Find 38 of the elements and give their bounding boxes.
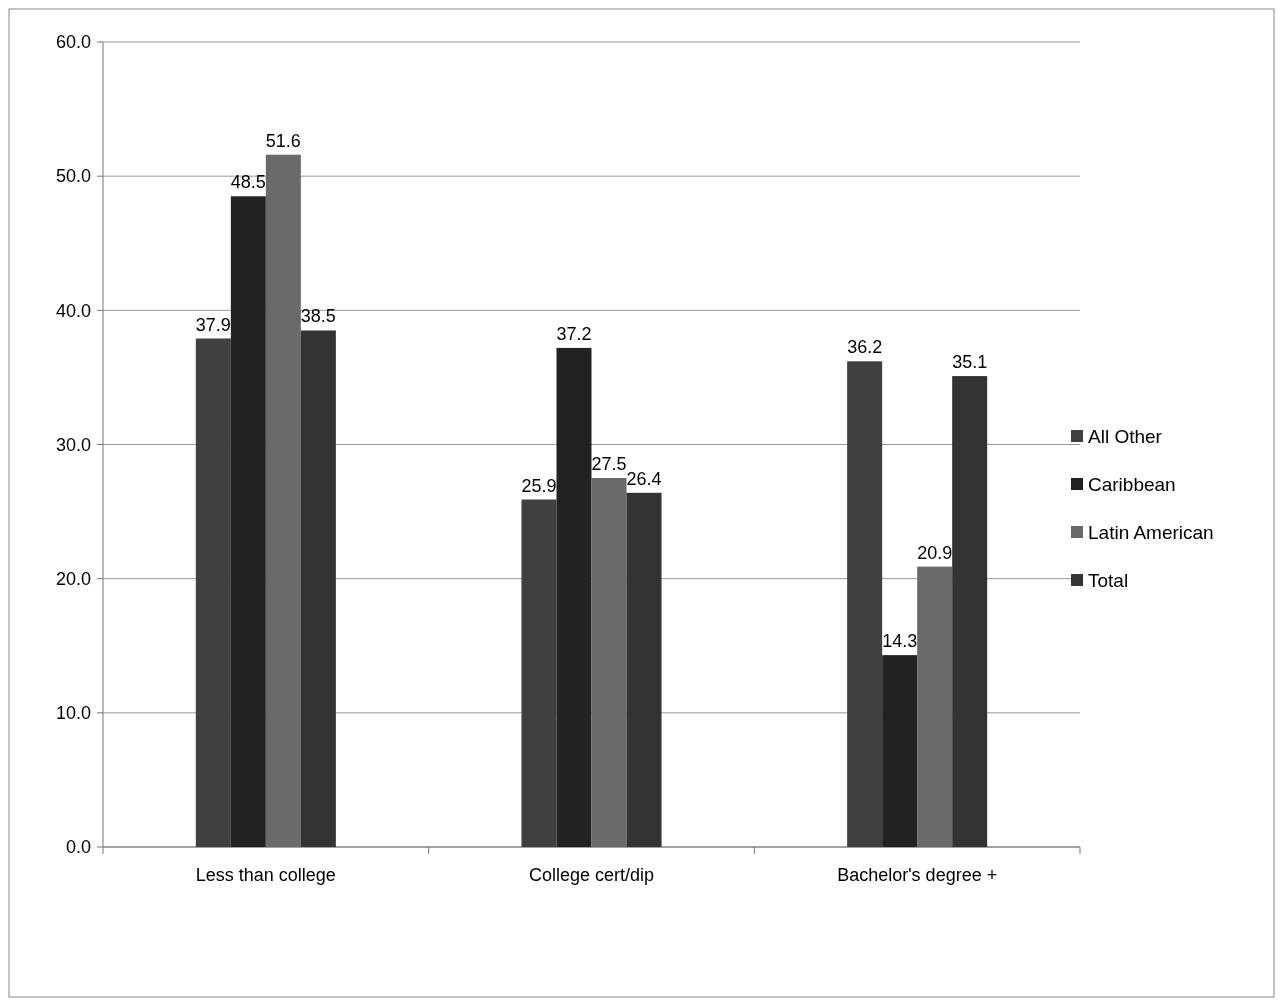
bar [265, 154, 301, 847]
legend-label: Caribbean [1088, 473, 1176, 495]
y-tick-label: 0.0 [65, 837, 91, 858]
data-label: 26.4 [626, 468, 662, 489]
data-label: 14.3 [882, 631, 918, 652]
bar [230, 196, 266, 847]
data-label: 35.1 [952, 352, 988, 373]
x-tick-label: Bachelor's degree + [837, 865, 998, 885]
y-tick-label: 30.0 [55, 434, 91, 455]
bar [556, 347, 592, 847]
data-label: 25.9 [521, 475, 557, 496]
x-tick-label: College cert/dip [528, 865, 655, 885]
y-tick-label: 40.0 [55, 300, 91, 321]
data-label: 51.6 [265, 130, 301, 151]
y-tick-label: 60.0 [55, 32, 91, 53]
data-label: 27.5 [591, 454, 627, 475]
data-label: 38.5 [300, 306, 336, 327]
bar [952, 376, 988, 847]
bar [195, 338, 231, 847]
bar [591, 478, 627, 847]
legend-label: All Other [1088, 425, 1163, 447]
bar [626, 492, 662, 847]
bar [882, 655, 918, 847]
bar [521, 499, 557, 847]
data-label: 48.5 [230, 172, 266, 193]
data-label: 37.9 [195, 314, 231, 335]
bar [847, 361, 883, 847]
legend-label: Latin American [1088, 521, 1214, 543]
y-tick-label: 10.0 [55, 703, 91, 724]
data-label: 37.2 [556, 323, 592, 344]
bar [917, 566, 953, 847]
data-label: 20.9 [917, 542, 953, 563]
y-tick-label: 20.0 [55, 568, 91, 589]
y-tick-label: 50.0 [55, 166, 91, 187]
legend-label: Total [1088, 569, 1129, 591]
data-label: 36.2 [847, 337, 883, 358]
x-tick-label: Less than college [195, 865, 336, 885]
bar [300, 330, 336, 847]
